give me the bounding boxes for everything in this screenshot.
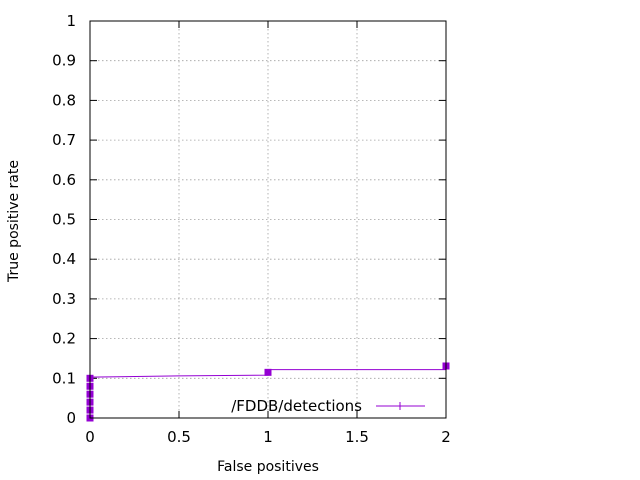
x-tick-label: 1.5	[345, 428, 369, 446]
y-tick-label: 0.5	[52, 211, 76, 229]
grid-lines	[90, 21, 446, 418]
tick-labels: 0 0.1 0.2 0.3 0.4 0.5 0.6 0.7 0.8 0.9 1 0 0.5 1 1.5 2	[52, 12, 451, 446]
x-tick-label: 2	[441, 428, 451, 446]
y-tick-label: 0.6	[52, 171, 76, 189]
plot-frame	[89, 20, 447, 419]
y-tick-label: 0	[66, 409, 76, 427]
legend: /FDDB/detections	[231, 397, 425, 415]
y-tick-label: 0.9	[52, 52, 76, 70]
y-tick-label: 1	[66, 12, 76, 30]
y-tick-label: 0.4	[52, 250, 76, 268]
y-tick-label: 0.7	[52, 131, 76, 149]
y-tick-label: 0.1	[52, 369, 76, 387]
y-tick-label: 0.3	[52, 290, 76, 308]
legend-entry-label: /FDDB/detections	[231, 397, 362, 415]
y-tick-label: 0.2	[52, 330, 76, 348]
x-tick-label: 0	[85, 428, 95, 446]
x-axis-label: False positives	[217, 459, 319, 475]
series-point	[264, 368, 272, 376]
y-tick-label: 0.8	[52, 91, 76, 109]
x-tick-label: 1	[263, 428, 273, 446]
y-axis-label: True positive rate	[6, 160, 22, 283]
x-tick-label: 0.5	[167, 428, 191, 446]
